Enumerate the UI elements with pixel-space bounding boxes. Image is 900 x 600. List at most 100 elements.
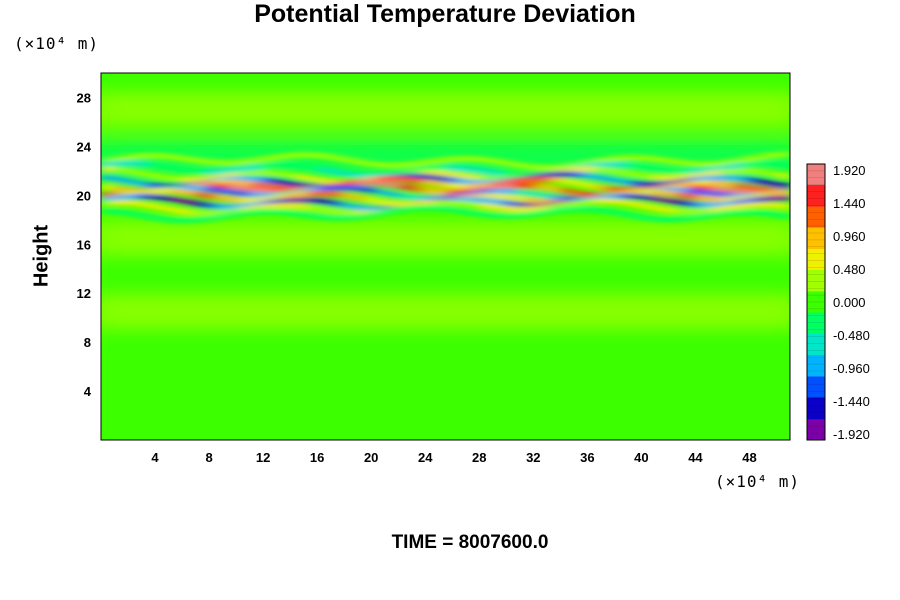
band-cell	[204, 182, 217, 188]
colorbar-tick-label: 0.960	[833, 229, 866, 244]
band-cell	[514, 162, 527, 169]
band-cell	[778, 213, 790, 219]
band-cell	[502, 212, 516, 219]
band-cell	[204, 159, 217, 165]
band-cell	[445, 156, 458, 163]
band-cell	[732, 209, 746, 215]
band-cell	[583, 182, 596, 189]
chart-title: Potential Temperature Deviation	[254, 0, 636, 28]
band-cell	[606, 161, 619, 168]
band-cell	[571, 162, 585, 168]
band-cell	[307, 197, 321, 204]
band-cell	[135, 153, 148, 159]
band-cell	[583, 166, 596, 172]
band-cell	[456, 184, 470, 190]
x-tick-label: 24	[418, 450, 433, 465]
band-cell	[606, 156, 619, 162]
band-cell	[755, 193, 769, 199]
band-cell	[238, 197, 252, 203]
band-cell	[296, 163, 309, 169]
band-cell	[422, 201, 436, 207]
band-cell	[744, 209, 757, 215]
band-cell	[709, 170, 723, 176]
band-cell	[238, 176, 252, 182]
band-cell	[342, 214, 355, 221]
band-cell	[238, 165, 252, 172]
band-cell	[411, 186, 424, 192]
band-cell	[698, 195, 711, 202]
colorbar-tick-label: -1.920	[833, 427, 870, 442]
band-cell	[434, 200, 447, 206]
band-cell	[445, 177, 458, 183]
y-tick-label: 24	[77, 139, 92, 154]
band-cell	[755, 154, 769, 160]
band-cell	[629, 190, 642, 196]
band-cell	[238, 185, 252, 192]
band-cell	[755, 210, 769, 216]
band-cell	[284, 172, 298, 178]
band-cell	[652, 166, 665, 173]
band-cell	[215, 174, 229, 180]
band-cell	[755, 169, 769, 175]
band-cell	[261, 192, 275, 199]
y-tick-label: 20	[77, 188, 91, 203]
band-cell	[330, 208, 344, 215]
band-cell	[307, 165, 321, 171]
band-cell	[261, 208, 275, 214]
band-cell	[123, 210, 137, 217]
band-cell	[468, 201, 481, 208]
y-axis-unit: (×10⁴ m)	[14, 34, 100, 53]
band-cell	[250, 205, 263, 211]
band-cell	[698, 190, 711, 196]
band-cell	[594, 162, 608, 168]
band-cell	[353, 185, 367, 192]
band-cell	[560, 206, 573, 212]
band-cell	[698, 202, 711, 208]
x-tick-label: 12	[256, 450, 270, 465]
band-cell	[376, 209, 390, 216]
band-cell	[721, 169, 734, 175]
band-cell	[744, 161, 757, 167]
band-cell	[307, 213, 321, 219]
band-cell	[560, 168, 573, 174]
band-cell	[617, 199, 631, 206]
band-cell	[101, 200, 114, 206]
band-cell	[606, 168, 619, 174]
band-cell	[721, 210, 734, 216]
band-cell	[434, 182, 447, 188]
band-cell	[319, 190, 332, 197]
band-cell	[388, 191, 401, 198]
band-cell	[491, 170, 504, 176]
band-cell	[238, 171, 252, 177]
band-cell	[468, 174, 481, 180]
colorbar-tick-label: -0.480	[833, 328, 870, 343]
band-cell	[146, 153, 160, 159]
band-cell	[617, 170, 631, 176]
band-cell	[560, 178, 573, 185]
band-cell	[778, 203, 790, 210]
band-cell	[434, 157, 447, 164]
band-cell	[158, 195, 171, 201]
band-cell	[158, 153, 171, 159]
band-cell	[376, 162, 390, 168]
band-cell	[721, 205, 734, 211]
band-cell	[525, 191, 539, 197]
band-cell	[778, 182, 790, 189]
band-cell	[284, 180, 298, 187]
band-cell	[709, 191, 723, 197]
band-cell	[388, 182, 401, 188]
band-cell	[365, 161, 378, 167]
band-cell	[123, 160, 137, 166]
band-cell	[698, 208, 711, 214]
band-cell	[617, 155, 631, 161]
band-cell	[376, 172, 390, 178]
band-cell	[250, 208, 263, 215]
band-cell	[732, 203, 746, 210]
band-cell	[652, 189, 665, 196]
band-cell	[606, 193, 619, 200]
band-cell	[376, 180, 390, 187]
band-cell	[767, 152, 780, 158]
band-cell	[491, 176, 504, 183]
band-cell	[721, 187, 734, 194]
